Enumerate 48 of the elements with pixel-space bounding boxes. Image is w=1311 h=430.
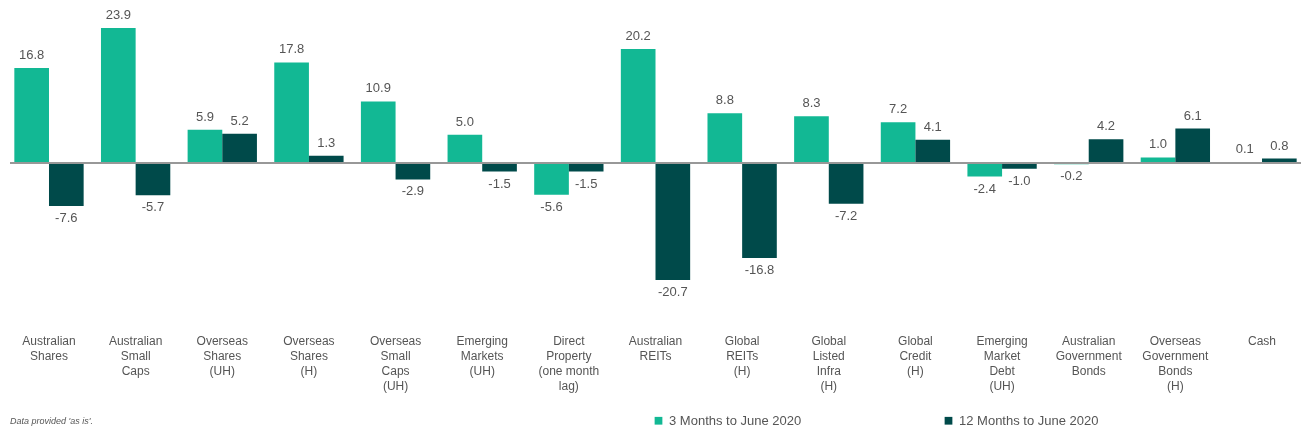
data-label: 23.9 [105, 7, 131, 22]
data-label: -2.9 [401, 183, 425, 199]
data-label: 0.1 [1235, 141, 1254, 157]
x-tick-label: Overseas Shares (UH) [196, 333, 248, 378]
data-label: 5.2 [230, 112, 249, 128]
data-label: -7.6 [55, 209, 78, 225]
x-tick-label: Global Listed Infra (H) [811, 333, 847, 393]
data-label: -1.5 [574, 175, 598, 191]
data-label: 6.1 [1183, 107, 1202, 123]
data-label: 1.0 [1149, 136, 1168, 152]
x-tick-label: Emerging Market Debt (UH) [976, 333, 1028, 393]
data-label: -20.7 [658, 284, 688, 299]
x-tick-label: Global REITs (H) [724, 333, 760, 378]
data-label: -5.7 [141, 199, 165, 215]
data-label: 17.8 [278, 41, 305, 57]
x-tick-label: Overseas Small Caps (UH) [369, 333, 422, 393]
data-label: -0.2 [1060, 168, 1083, 184]
legend-label: 3 Months to June 2020 [669, 412, 802, 428]
data-label: 16.8 [19, 47, 45, 63]
data-label: 0.8 [1270, 137, 1289, 153]
x-tick-label: Australian Government Bonds [1055, 333, 1123, 378]
data-label: -1.0 [1008, 172, 1031, 188]
x-tick-label: Australian REITs [628, 333, 683, 363]
legend-label: 12 Months to June 2020 [959, 412, 1099, 428]
data-label: -16.8 [744, 261, 775, 277]
x-tick-label: Overseas Government Bonds (H) [1142, 333, 1210, 393]
data-label: 4.2 [1097, 118, 1116, 134]
data-label: 20.2 [625, 27, 651, 43]
text: Data provided 'as is'. [10, 416, 93, 426]
data-label: -7.2 [834, 207, 858, 223]
data-label: -2.4 [973, 180, 996, 196]
x-tick-label: Australian Shares [22, 333, 76, 363]
data-label: 8.8 [715, 92, 734, 108]
data-label: 5.9 [195, 108, 214, 124]
data-label: 8.3 [802, 95, 821, 111]
x-tick-label: Overseas Shares (H) [283, 333, 335, 378]
x-tick-label: Cash [1248, 333, 1277, 348]
x-tick-label: Global Credit (H) [898, 333, 933, 378]
data-label: 10.9 [365, 80, 391, 96]
x-tick-label: Emerging Markets (UH) [456, 333, 508, 378]
x-tick-label: Direct Property (one month lag) [538, 333, 600, 393]
x-tick-label: Australian Small Caps [108, 333, 163, 378]
data-label: 4.1 [923, 118, 942, 134]
data-label: -1.5 [488, 175, 511, 191]
data-label: -5.6 [540, 198, 563, 214]
data-label: 1.3 [317, 134, 336, 150]
data-label: 7.2 [889, 101, 908, 117]
data-label: 5.0 [455, 113, 474, 129]
